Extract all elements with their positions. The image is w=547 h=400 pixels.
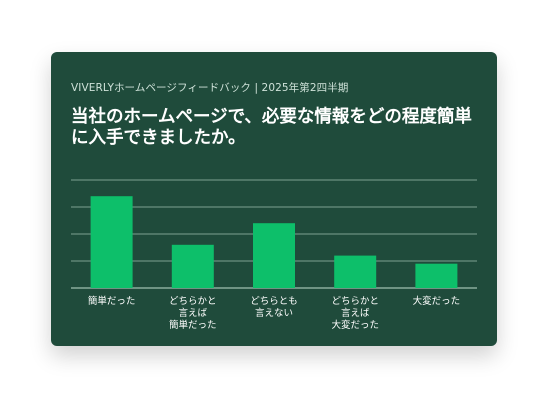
x-tick-label-line: どちらかと <box>169 296 217 307</box>
chart-card: VIVERLYホームページフィードバック | 2025年第2四半期 当社のホーム… <box>51 52 497 346</box>
x-tick-label-line: 簡単だった <box>88 295 136 307</box>
x-tick-label-line: 言えない <box>255 307 293 319</box>
bar <box>334 255 377 288</box>
x-tick-label: 大変だった <box>413 295 461 307</box>
bar <box>415 263 458 288</box>
x-tick-label: どちらとも言えない <box>250 296 298 319</box>
bar-chart: 簡単だった どちらかと言えば簡単だったどちらとも言えないどちらかと言えば大変だった… <box>71 179 477 331</box>
x-tick-label-line: 言えば <box>341 307 370 319</box>
x-tick-label: 簡単だった <box>88 295 136 307</box>
x-tick-label-line: 言えば <box>179 307 208 319</box>
x-tick-label-line: 大変だった <box>331 319 379 331</box>
x-tick-label-line: 簡単だった <box>169 319 217 331</box>
bar <box>90 196 133 288</box>
x-tick-label-line: 大変だった <box>413 295 461 307</box>
x-tick-label: どちらかと言えば大変だった <box>331 296 379 331</box>
bar <box>253 223 295 288</box>
chart-subtitle: VIVERLYホームページフィードバック | 2025年第2四半期 <box>71 82 349 94</box>
x-tick-label: どちらかと言えば簡単だった <box>169 296 217 331</box>
chart-title: 当社のホームページで、必要な情報をどの程度簡単に入手できましたか。 <box>71 107 472 148</box>
x-tick-label-line: どちらとも <box>250 296 298 307</box>
x-tick-label-line: どちらかと <box>331 296 379 307</box>
bar <box>171 244 214 288</box>
